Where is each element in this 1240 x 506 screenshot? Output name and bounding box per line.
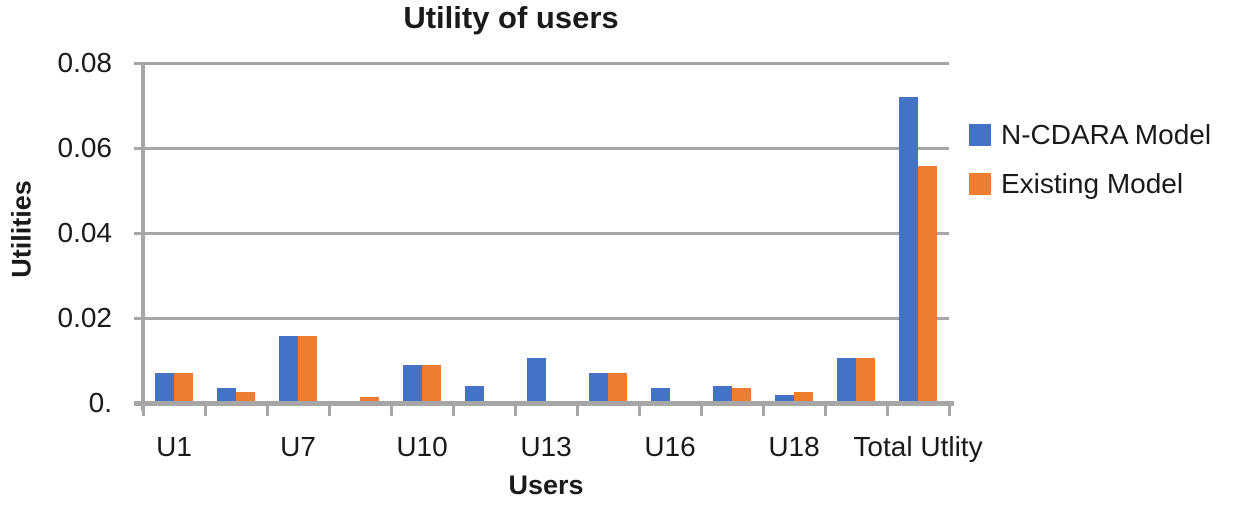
gridline	[134, 146, 949, 150]
bar-existing-model-cat8	[608, 373, 627, 401]
bar-n-cdara-model-cat9	[651, 388, 670, 401]
bar-n-cdara-model-cat7	[527, 358, 546, 401]
x-tick	[513, 403, 517, 416]
x-tick	[885, 403, 889, 416]
x-tick-label: U16	[644, 431, 696, 462]
x-tick-label: U10	[396, 431, 448, 462]
x-tick	[203, 403, 207, 416]
x-tick	[575, 403, 579, 416]
bar-n-cdara-model-cat12	[837, 358, 856, 401]
bar-n-cdara-model-cat1	[155, 373, 174, 401]
y-tick-label: 0.08	[57, 47, 113, 78]
x-tick-label: U18	[768, 431, 820, 462]
bar-n-cdara-model-cat5	[403, 365, 422, 401]
bar-n-cdara-model-cat11	[775, 395, 794, 401]
bar-n-cdara-model-cat2	[217, 388, 236, 401]
chart-title: Utility of users	[403, 0, 619, 35]
bar-existing-model-cat4	[360, 397, 379, 401]
bar-existing-model-cat12	[856, 358, 875, 401]
legend-label-existing: Existing Model	[1001, 168, 1184, 199]
y-axis-line	[141, 63, 145, 411]
x-tick	[823, 403, 827, 416]
bar-existing-model-cat1	[174, 373, 193, 401]
x-tick-label: U7	[280, 431, 316, 462]
gridline	[134, 231, 949, 235]
legend-item-ncdara: N-CDARA Model	[969, 120, 1211, 150]
bar-existing-model-cat5	[422, 365, 441, 401]
bar-n-cdara-model-cat8	[589, 373, 608, 401]
x-tick	[265, 403, 269, 416]
gridline	[134, 316, 949, 320]
x-tick	[637, 403, 641, 416]
x-tick	[327, 403, 331, 416]
bar-existing-model-cat10	[732, 388, 751, 401]
x-tick-label: U1	[156, 431, 192, 462]
y-tick-label: 0.	[88, 387, 112, 418]
y-tick-label: 0.06	[57, 132, 113, 163]
bar-existing-model-cat11	[794, 392, 813, 401]
legend: N-CDARA Model Existing Model	[969, 120, 1211, 199]
x-tick	[389, 403, 393, 416]
x-axis-line	[134, 400, 954, 406]
x-axis-title: Users	[508, 470, 584, 500]
x-tick-label: U13	[520, 431, 572, 462]
legend-item-existing: Existing Model	[969, 169, 1211, 199]
x-tick	[699, 403, 703, 416]
bar-n-cdara-model-cat3	[279, 336, 298, 401]
gridline	[134, 61, 949, 65]
legend-swatch-existing	[969, 173, 991, 195]
bar-n-cdara-model-cat6	[465, 386, 484, 401]
y-tick-label: 0.02	[57, 302, 113, 333]
x-tick	[761, 403, 765, 416]
legend-label-ncdara: N-CDARA Model	[1001, 119, 1212, 150]
x-tick	[947, 403, 951, 416]
bar-existing-model-cat2	[236, 392, 255, 401]
legend-swatch-ncdara	[969, 124, 991, 146]
bar-n-cdara-model-cat10	[713, 386, 732, 401]
bar-existing-model-cat3	[298, 336, 317, 401]
x-tick	[451, 403, 455, 416]
x-tick-label: Total Utlity	[853, 431, 983, 462]
bar-existing-model-cat13	[918, 166, 937, 401]
bar-n-cdara-model-cat13	[899, 97, 918, 401]
y-tick-label: 0.04	[57, 217, 113, 248]
